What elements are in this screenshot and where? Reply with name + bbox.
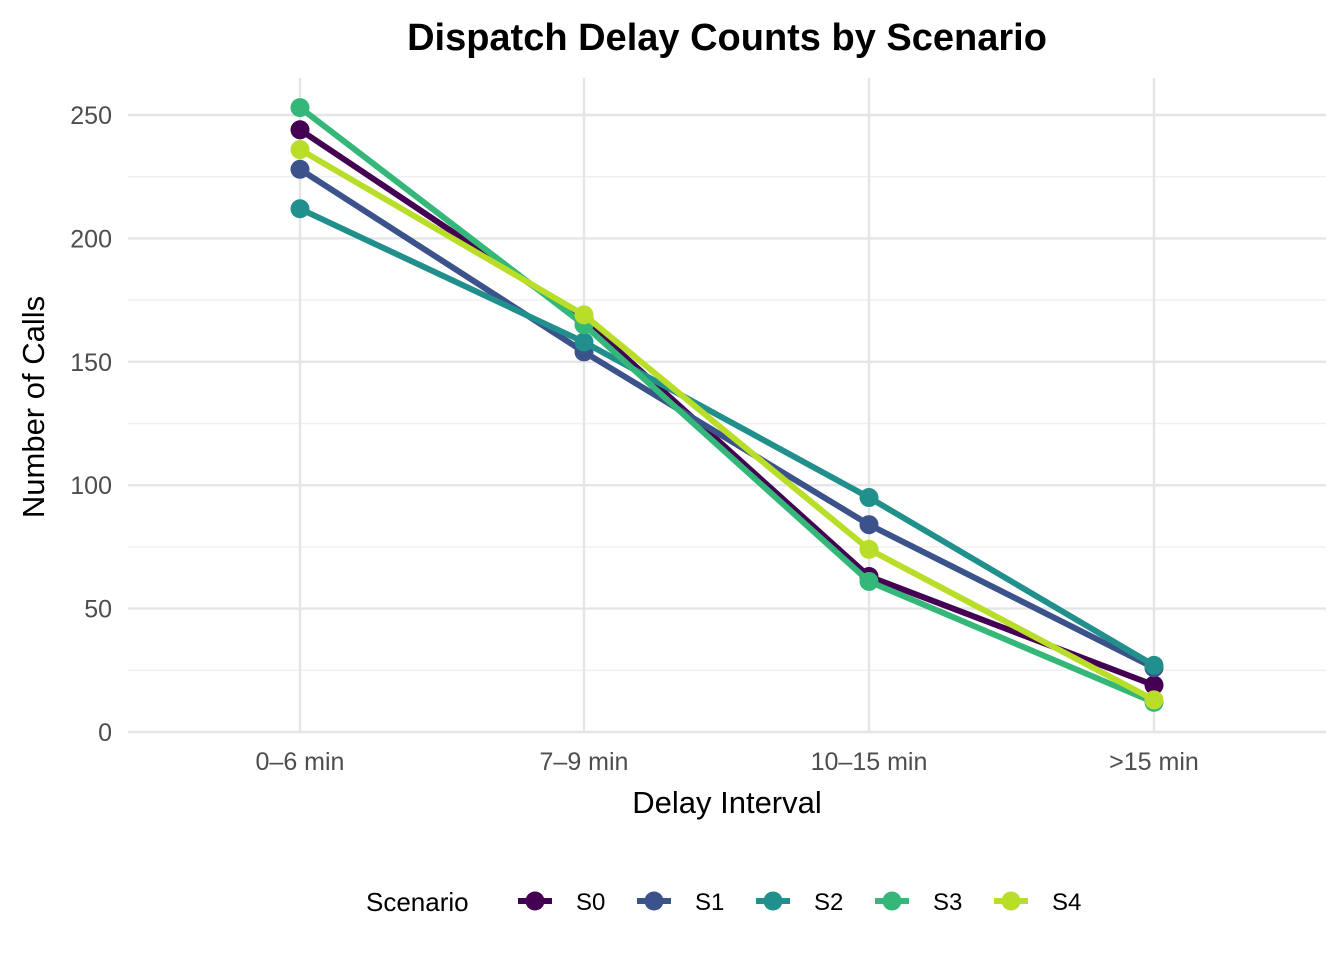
legend-key-point <box>1001 891 1021 911</box>
series-line-s1 <box>298 166 1156 671</box>
legend-item-s4: S4 <box>994 889 1081 916</box>
series-line-s0 <box>298 127 1156 688</box>
data-point <box>574 305 594 325</box>
data-point <box>859 571 879 591</box>
data-point <box>1144 675 1164 695</box>
series-line-s4 <box>298 146 1156 703</box>
series-line-s2 <box>298 206 1156 668</box>
data-point <box>859 515 879 535</box>
series-s3 <box>290 98 1164 712</box>
legend-label: S3 <box>933 889 962 916</box>
data-point <box>290 120 310 140</box>
data-point <box>859 488 879 508</box>
y-tick-label: 150 <box>70 349 112 377</box>
y-tick-label: 100 <box>70 472 112 500</box>
data-point <box>290 159 310 179</box>
legend-item-s3: S3 <box>875 889 962 916</box>
legend-key-point <box>525 891 545 911</box>
y-tick-label: 250 <box>70 102 112 130</box>
legend-key-point <box>882 891 902 911</box>
chart-title: Dispatch Delay Counts by Scenario <box>407 17 1047 59</box>
series-s2 <box>290 199 1164 675</box>
grid <box>128 78 1326 734</box>
y-axis-title: Number of Calls <box>16 296 51 518</box>
legend-item-s2: S2 <box>756 889 843 916</box>
legend-key-point <box>763 891 783 911</box>
series-layer <box>290 98 1164 712</box>
y-tick-label: 0 <box>98 719 112 747</box>
legend: Scenario S0 S1 S2 S3 S4 <box>366 887 1081 917</box>
x-tick-label: >15 min <box>1109 748 1199 776</box>
data-point <box>574 332 594 352</box>
legend-title: Scenario <box>366 887 469 917</box>
data-point <box>290 98 310 118</box>
data-point <box>290 140 310 160</box>
data-point <box>290 199 310 219</box>
legend-key-point <box>644 891 664 911</box>
legend-label: S4 <box>1052 889 1081 916</box>
y-tick-label: 50 <box>84 596 112 624</box>
x-axis-title: Delay Interval <box>632 785 822 820</box>
x-tick-label: 10–15 min <box>811 748 928 776</box>
series-s4 <box>290 140 1164 710</box>
legend-item-s0: S0 <box>518 889 605 916</box>
x-tick-label: 0–6 min <box>256 748 345 776</box>
legend-label: S2 <box>814 889 843 916</box>
legend-label: S1 <box>695 889 724 916</box>
data-point <box>1144 655 1164 675</box>
axes: 0 50 100 150 200 250 0–6 min 7–9 min 10–15 min >1… <box>70 102 1199 776</box>
legend-label: S0 <box>576 889 605 916</box>
legend-item-s1: S1 <box>637 889 724 916</box>
x-tick-label: 7–9 min <box>540 748 629 776</box>
y-tick-label: 200 <box>70 225 112 253</box>
data-point <box>1144 690 1164 710</box>
data-point <box>859 539 879 559</box>
series-line-s3 <box>298 105 1156 706</box>
